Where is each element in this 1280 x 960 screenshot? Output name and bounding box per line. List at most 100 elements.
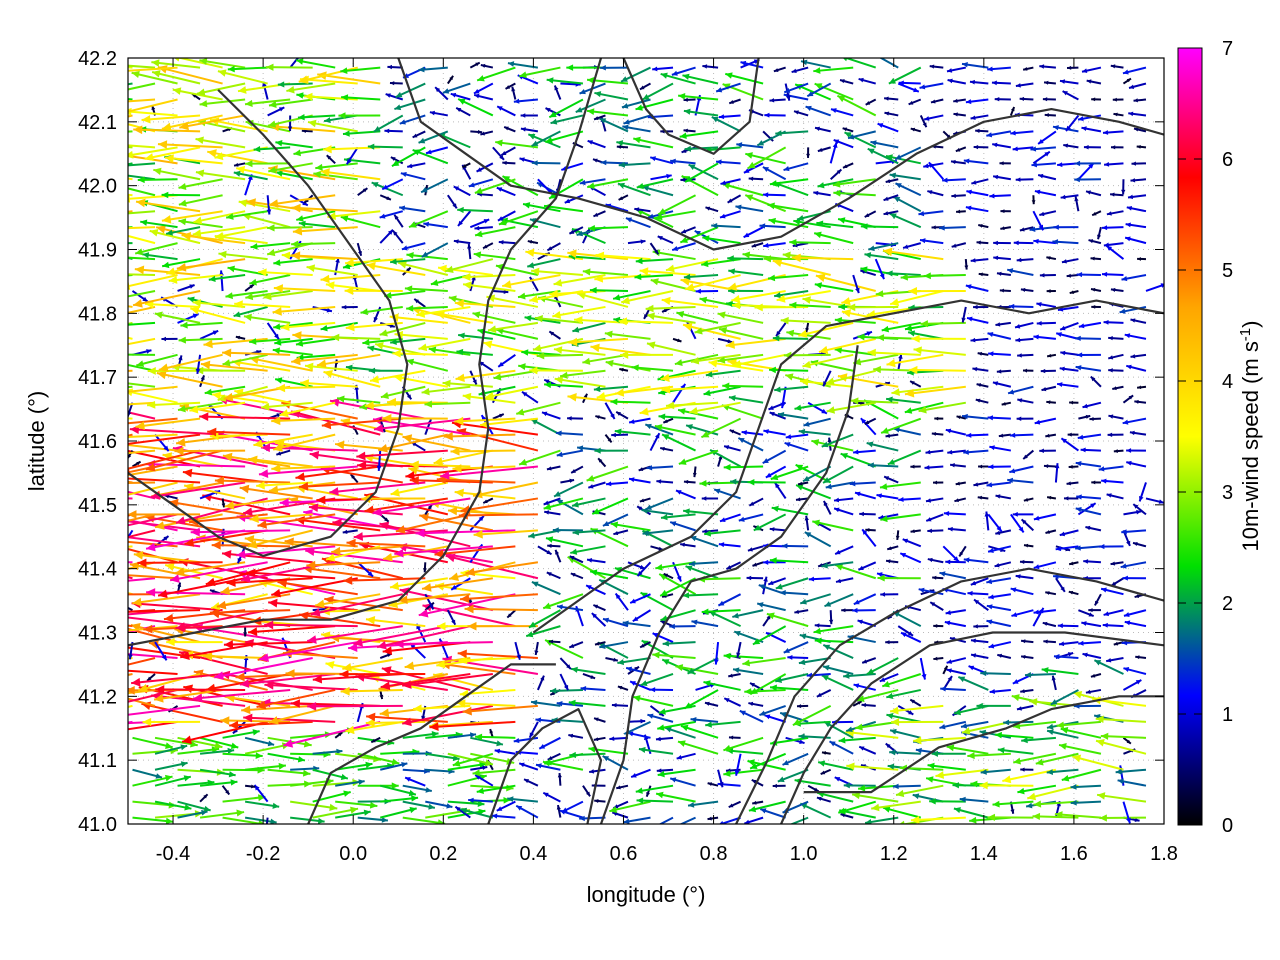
wind-vector [266, 322, 280, 340]
wind-vector [784, 441, 809, 452]
wind-vector [628, 477, 651, 484]
wind-vector [1095, 739, 1147, 755]
wind-vector [128, 520, 201, 532]
wind-vector [1020, 287, 1034, 292]
wind-vector [307, 625, 403, 644]
wind-vector [662, 640, 696, 647]
wind-vector [537, 545, 553, 556]
wind-vector [738, 513, 764, 522]
wind-vector [732, 609, 764, 619]
wind-vector [468, 797, 493, 803]
wind-vector [1058, 641, 1079, 647]
wind-vector [1033, 609, 1057, 615]
wind-vector [128, 465, 178, 477]
wind-vector [1108, 353, 1124, 360]
wind-vector [973, 624, 989, 629]
wind-vector [222, 348, 291, 358]
wind-vector [823, 720, 854, 739]
wind-vector [1076, 352, 1101, 358]
wind-vector [814, 282, 854, 292]
wind-vector [128, 353, 156, 356]
wind-vector [128, 609, 201, 613]
wind-vector [614, 385, 674, 397]
wind-vector [713, 488, 741, 500]
wind-vector [1082, 401, 1102, 409]
wind-vector [353, 625, 448, 647]
wind-vector [144, 300, 201, 309]
colorbar-tick-label: 6 [1222, 149, 1233, 171]
wind-vector [261, 401, 313, 411]
wind-vector [1069, 290, 1079, 295]
wind-vector [877, 574, 921, 582]
wind-vector [154, 775, 192, 787]
wind-vector [128, 720, 178, 731]
wind-vector [588, 481, 606, 489]
wind-vector [1046, 729, 1079, 739]
wind-vector [729, 429, 741, 436]
wind-vector [314, 593, 381, 609]
wind-vector [515, 401, 561, 416]
wind-vector [620, 351, 674, 359]
wind-vector [370, 736, 381, 744]
wind-vector [814, 623, 831, 628]
wind-vector [886, 545, 899, 551]
wind-vector [392, 349, 448, 358]
wind-vector [1041, 385, 1057, 392]
wind-vector [883, 475, 899, 484]
wind-vector [518, 449, 561, 466]
wind-vector [268, 704, 336, 725]
wind-vector [457, 649, 538, 660]
wind-vector [335, 779, 365, 787]
wind-vector [582, 785, 591, 797]
wind-vector [335, 800, 378, 809]
wind-vector [1122, 417, 1147, 425]
wind-vector [1046, 289, 1056, 293]
wind-vector [794, 609, 809, 614]
wind-vector [963, 449, 989, 455]
wind-vector [925, 449, 944, 455]
wind-vector [1123, 667, 1147, 675]
wind-vector [787, 654, 809, 660]
wind-vector [1068, 561, 1079, 566]
wind-vector [660, 619, 674, 628]
wind-vector [221, 498, 226, 508]
wind-vector [987, 332, 1012, 340]
wind-vector [772, 335, 809, 342]
wind-vector [556, 604, 584, 612]
wind-vector [345, 321, 403, 332]
colorbar-tick-label: 2 [1222, 593, 1233, 615]
wind-vector [203, 337, 268, 349]
wind-vector [538, 736, 561, 750]
wind-vector [180, 321, 223, 329]
wind-vector [382, 413, 448, 423]
wind-vector [967, 752, 1011, 760]
wind-vector [995, 494, 1012, 500]
wind-vector [379, 321, 426, 337]
wind-vector [1107, 432, 1124, 437]
wind-vector [739, 709, 764, 723]
wind-vector [1082, 652, 1102, 660]
wind-vector [886, 353, 944, 368]
wind-vector [222, 729, 260, 739]
wind-vector [541, 411, 561, 420]
wind-vector [956, 415, 967, 420]
wind-vector [656, 768, 674, 773]
wind-vector [687, 800, 719, 808]
wind-vector [935, 768, 989, 779]
wind-vector [244, 800, 280, 809]
colorbar-label-end: ) [1238, 321, 1263, 328]
wind-vector [1075, 507, 1102, 516]
wind-vector [379, 806, 417, 819]
wind-vector [620, 290, 674, 305]
wind-vector [970, 653, 989, 660]
wind-vector [245, 762, 286, 771]
wind-vector [244, 283, 255, 292]
wind-vector [1007, 477, 1034, 484]
wind-vector [677, 408, 719, 420]
wind-vector [401, 704, 494, 727]
wind-vector [192, 688, 291, 703]
wind-vector [812, 519, 854, 532]
wind-vector [638, 746, 674, 755]
wind-vector [813, 625, 854, 635]
wind-vector [591, 612, 607, 627]
